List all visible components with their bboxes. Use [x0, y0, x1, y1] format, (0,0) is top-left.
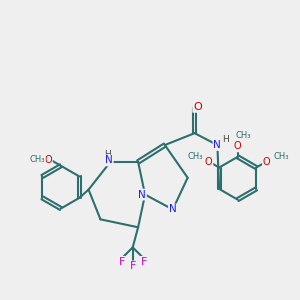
Text: N: N — [138, 190, 146, 200]
Text: CH₃: CH₃ — [274, 152, 289, 161]
Text: N: N — [169, 204, 177, 214]
Text: O: O — [44, 154, 52, 164]
Text: O: O — [234, 141, 242, 152]
Text: N: N — [105, 155, 113, 165]
Text: CH₃: CH₃ — [187, 152, 203, 161]
Text: O: O — [263, 157, 271, 167]
Text: N: N — [214, 140, 221, 150]
Text: H: H — [222, 135, 229, 144]
Text: F: F — [118, 257, 125, 267]
Text: O: O — [193, 102, 202, 112]
Text: F: F — [130, 261, 136, 272]
Text: CH₃: CH₃ — [29, 155, 45, 164]
Text: F: F — [140, 257, 147, 267]
Text: O: O — [205, 157, 212, 167]
Text: H: H — [104, 150, 111, 159]
Text: CH₃: CH₃ — [236, 130, 251, 140]
